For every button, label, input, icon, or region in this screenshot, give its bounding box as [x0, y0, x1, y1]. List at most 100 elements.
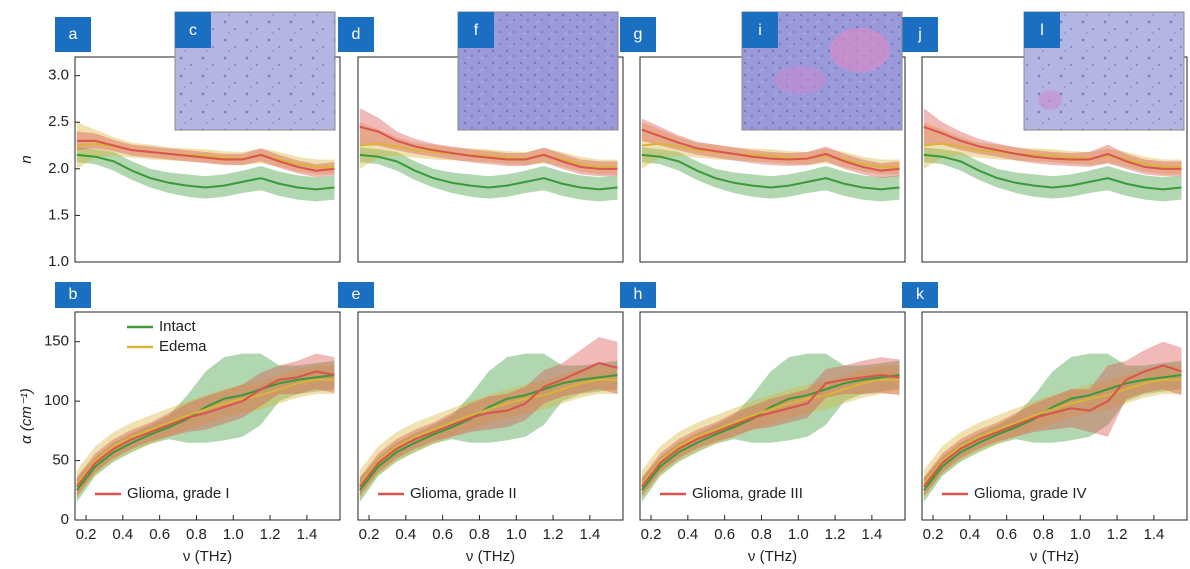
inset-label: c	[189, 22, 197, 39]
x-tick-label: 0.4	[677, 526, 698, 543]
confidence-band	[76, 122, 335, 175]
x-tick-label: 1.4	[296, 526, 317, 543]
mean-line	[359, 378, 618, 485]
confidence-band	[641, 353, 900, 503]
y-tick-label: 1.5	[48, 206, 69, 223]
label-box	[458, 12, 494, 48]
confidence-band	[359, 108, 618, 177]
panel-label: a	[69, 26, 78, 43]
mean-line	[923, 378, 1182, 485]
y-tick-label: 3.0	[48, 67, 69, 84]
mean-line	[359, 153, 618, 191]
label-box	[55, 17, 91, 52]
inset-label: l	[1040, 22, 1044, 39]
inset-label: f	[474, 22, 479, 39]
panel: e 0.2 0.4 0.6 0.8 1.0 1.2 1.4 ν (THz) Glioma, gra…	[338, 282, 624, 565]
confidence-band	[76, 353, 335, 503]
x-tick-label: 0.2	[641, 526, 662, 543]
x-tick-label: 1.2	[543, 526, 564, 543]
plot-frame	[74, 311, 341, 521]
stain-patch	[1038, 90, 1062, 110]
label-box	[338, 17, 374, 52]
x-axis-label: ν (THz)	[466, 548, 515, 565]
confidence-band	[923, 147, 1182, 202]
panel-label: h	[634, 286, 643, 303]
confidence-band	[76, 147, 335, 202]
label-box	[55, 282, 91, 308]
x-tick-label: 1.0	[506, 526, 527, 543]
plot-area	[641, 353, 900, 503]
mean-line	[641, 378, 900, 485]
panel: k 0.2 0.4 0.6 0.8 1.0 1.2 1.4 ν (THz) Glioma, gra…	[902, 282, 1188, 565]
mean-line	[641, 374, 900, 491]
y-tick-label: 50	[52, 452, 69, 469]
label-box	[620, 17, 656, 52]
y-axis-label: n	[18, 155, 35, 163]
mean-line	[641, 142, 900, 168]
x-tick-label: 1.4	[1143, 526, 1164, 543]
panel: j	[902, 17, 1188, 263]
x-axis-label: ν (THz)	[183, 548, 232, 565]
legend-label: Glioma, grade III	[692, 485, 803, 502]
confidence-band	[923, 122, 1182, 175]
x-tick-label: 0.6	[996, 526, 1017, 543]
panel: a 1.0 1.5 2.0 2.5 3.0 n	[18, 17, 341, 270]
x-axis-label: ν (THz)	[748, 548, 797, 565]
panel: b 0 50 100 150 0.2 0.4 0.6 0.8 1.0 1.2 1.4 ν (THz) α …	[18, 282, 341, 565]
mean-line	[76, 153, 335, 191]
label-box	[175, 12, 211, 48]
x-tick-label: 1.0	[1070, 526, 1091, 543]
mean-line	[641, 153, 900, 191]
x-tick-label: 1.0	[223, 526, 244, 543]
x-tick-label: 0.8	[1033, 526, 1054, 543]
label-box	[338, 282, 374, 308]
confidence-band	[76, 353, 335, 497]
label-box	[902, 17, 938, 52]
mean-line	[923, 125, 1182, 170]
y-tick-label: 2.5	[48, 113, 69, 130]
y-axis-label: α (cm⁻¹)	[18, 388, 35, 444]
mean-line	[923, 374, 1182, 491]
x-tick-label: 0.6	[432, 526, 453, 543]
confidence-band	[359, 147, 618, 202]
mean-line	[76, 139, 335, 172]
confidence-band	[923, 108, 1182, 177]
x-tick-label: 0.2	[359, 526, 380, 543]
x-tick-label: 0.2	[76, 526, 97, 543]
y-tick-label: 2.0	[48, 160, 69, 177]
confidence-band	[359, 353, 618, 503]
plot-frame	[921, 311, 1188, 521]
confidence-band	[359, 336, 618, 497]
panel-label: k	[916, 286, 925, 303]
confidence-band	[641, 147, 900, 202]
panel: h 0.2 0.4 0.6 0.8 1.0 1.2 1.4 ν (THz) Glioma, gra…	[620, 282, 906, 565]
x-tick-label: 1.2	[260, 526, 281, 543]
plot-area	[359, 336, 618, 503]
confidence-band	[76, 365, 335, 499]
panel-label: j	[917, 26, 922, 43]
legend-label: Glioma, grade I	[127, 485, 230, 502]
x-tick-label: 1.4	[861, 526, 882, 543]
mean-line	[359, 374, 618, 491]
x-tick-label: 0.6	[149, 526, 170, 543]
legend-label: Glioma, grade IV	[974, 485, 1087, 502]
confidence-band	[641, 122, 900, 175]
confidence-band	[641, 365, 900, 499]
plot-area	[76, 122, 335, 202]
label-box	[1024, 12, 1060, 48]
label-box	[742, 12, 778, 48]
panel-label: e	[352, 286, 361, 303]
confidence-band	[923, 341, 1182, 497]
mean-line	[76, 374, 335, 491]
legend-label: Glioma, grade II	[410, 485, 517, 502]
plot-area	[923, 341, 1182, 503]
panel: g	[620, 17, 906, 263]
mean-line	[76, 378, 335, 485]
confidence-band	[923, 365, 1182, 499]
panel: d	[338, 17, 624, 263]
panel-label: g	[634, 26, 643, 43]
plot-frame	[639, 311, 906, 521]
mean-line	[359, 362, 618, 488]
plot-area	[76, 353, 335, 503]
x-tick-label: 0.6	[714, 526, 735, 543]
